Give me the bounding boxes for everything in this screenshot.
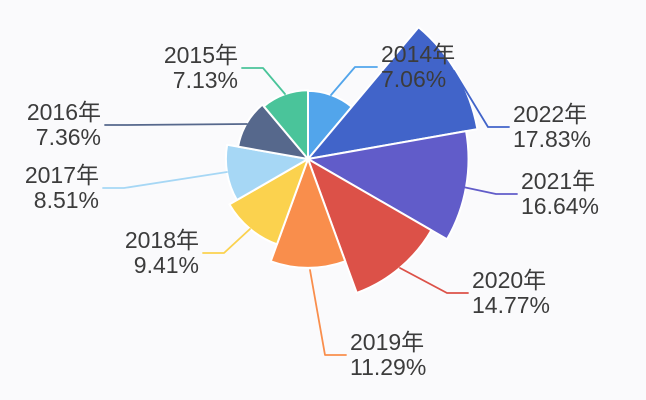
slice-label-name-2018年: 2018年 bbox=[125, 227, 199, 253]
label-leader-line-2018年 bbox=[202, 228, 251, 254]
slice-label-name-2022年: 2022年 bbox=[513, 101, 587, 127]
slice-label-percent-2016年: 7.36% bbox=[36, 124, 101, 150]
slice-label-percent-2015年: 7.13% bbox=[173, 67, 238, 93]
slice-label-name-2014年: 2014年 bbox=[381, 41, 455, 67]
slice-label-name-2016年: 2016年 bbox=[27, 99, 101, 125]
slice-label-percent-2020年: 14.77% bbox=[472, 292, 550, 318]
label-leader-line-2019年 bbox=[309, 269, 347, 356]
slice-label-name-2017年: 2017年 bbox=[25, 162, 99, 188]
slice-label-percent-2014年: 7.06% bbox=[381, 66, 446, 92]
pie-slice-2019年[interactable] bbox=[269, 158, 347, 269]
slice-label-name-2020年: 2020年 bbox=[472, 267, 546, 293]
slice-label-percent-2022年: 17.83% bbox=[513, 126, 591, 152]
label-leader-line-2017年 bbox=[102, 171, 228, 189]
slice-label-name-2021年: 2021年 bbox=[521, 168, 595, 194]
slice-label-percent-2021年: 16.64% bbox=[521, 193, 599, 219]
label-leader-line-2021年 bbox=[462, 186, 518, 195]
slice-label-name-2015年: 2015年 bbox=[164, 42, 238, 68]
label-leader-line-2014年 bbox=[330, 66, 378, 96]
label-leader-line-2016年 bbox=[104, 123, 248, 126]
slice-label-percent-2018年: 9.41% bbox=[134, 252, 199, 278]
slice-label-percent-2017年: 8.51% bbox=[34, 187, 99, 213]
slice-label-percent-2019年: 11.29% bbox=[350, 354, 426, 380]
slice-label-name-2019年: 2019年 bbox=[350, 329, 424, 355]
pie-slice-2017年[interactable] bbox=[224, 143, 309, 202]
label-leader-line-2015年 bbox=[241, 67, 286, 95]
pie-slice-2022年[interactable] bbox=[307, 26, 479, 160]
label-leader-line-2022年 bbox=[453, 70, 510, 128]
label-leader-line-2020年 bbox=[399, 267, 469, 294]
